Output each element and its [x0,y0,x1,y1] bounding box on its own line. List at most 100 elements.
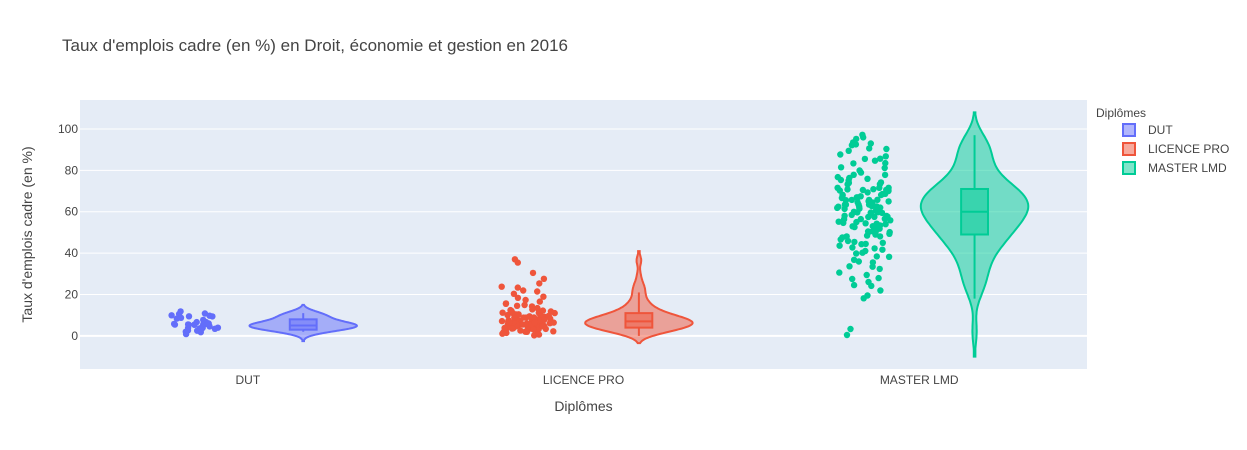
y-tick-label-40: 40 [65,246,79,260]
legend-title: Diplômes [1096,106,1146,120]
point-1-86 [526,313,533,320]
point-2-4 [877,287,884,294]
point-1-73 [520,314,527,321]
legend-label-1: LICENCE PRO [1148,142,1229,156]
x-tick-labels: DUT LICENCE PRO MASTER LMD [235,373,958,387]
plot-area [80,100,1087,369]
point-0-31 [198,325,205,332]
point-2-1 [847,325,854,333]
point-2-123 [882,153,889,160]
point-1-95 [506,319,513,326]
y-tick-label-0: 0 [71,329,78,343]
point-2-144 [844,186,851,193]
point-2-69 [853,135,860,143]
point-1-92 [535,331,543,338]
point-2-110 [853,194,860,201]
point-2-80 [885,198,892,205]
point-2-111 [864,189,871,196]
y-tick-label-80: 80 [65,163,79,177]
box-0 [288,318,318,331]
point-0-33 [184,327,192,334]
point-1-89 [541,316,548,324]
point-2-108 [834,204,841,212]
point-2-57 [846,174,853,182]
point-2-143 [842,197,850,204]
point-2-0 [843,331,851,339]
violins [248,111,1030,358]
point-2-88 [848,211,855,219]
point-2-101 [865,196,873,204]
legend: Diplômes DUT LICENCE PRO MASTER LMD [1096,106,1229,175]
point-2-105 [858,241,865,248]
y-axis-label: Taux d'emplois cadre (en %) [19,146,35,322]
point-2-61 [837,164,845,171]
point-1-80 [530,326,537,333]
point-1-75 [513,302,521,309]
point-1-98 [501,324,508,332]
point-1-20 [520,287,527,294]
legend-swatch-2 [1122,161,1136,175]
point-1-16 [502,300,510,307]
box-1 [624,312,654,329]
point-2-117 [851,223,858,231]
point-1-94 [539,323,546,330]
point-2-10 [876,265,883,273]
point-1-19 [510,290,518,297]
point-2-50 [859,186,867,194]
legend-swatch-0 [1122,123,1136,137]
legend-swatch-1 [1122,142,1136,156]
point-2-6 [850,281,858,289]
point-2-146 [871,157,879,164]
point-1-82 [547,315,554,322]
point-2-129 [843,233,850,240]
x-tick-label-2: MASTER LMD [880,373,959,387]
point-2-17 [871,245,878,252]
point-2-53 [834,184,841,191]
point-1-23 [540,275,548,282]
point-2-26 [886,228,893,236]
point-2-14 [885,253,893,260]
point-1-74 [507,306,514,314]
point-2-20 [879,239,886,246]
point-1-91 [539,307,547,314]
point-2-59 [850,171,857,178]
point-2-112 [862,220,869,227]
legend-label-0: DUT [1148,123,1173,137]
point-2-3 [864,292,871,299]
point-2-103 [885,187,892,195]
point-2-9 [836,269,843,276]
point-2-19 [836,242,843,249]
point-0-16 [170,320,178,328]
point-2-139 [869,263,876,270]
x-tick-label-1: LICENCE PRO [543,373,624,387]
point-2-141 [881,215,888,222]
data-points [168,131,894,339]
point-2-128 [879,246,886,253]
point-2-124 [866,145,873,152]
point-1-22 [536,280,543,287]
point-2-130 [876,222,884,229]
point-2-115 [853,250,860,257]
point-1-83 [499,309,506,316]
point-2-16 [862,247,869,255]
chart-title: Taux d'emplois cadre (en %) en Droit, éc… [62,36,568,55]
point-2-125 [867,140,874,147]
point-2-8 [875,274,882,282]
y-gridlines [80,128,1087,337]
point-2-21 [851,238,858,246]
point-2-126 [863,271,870,279]
point-2-30 [882,221,889,228]
point-2-7 [865,278,872,286]
point-2-96 [872,231,879,238]
point-0-26 [200,316,207,324]
point-1-51 [517,327,524,334]
x-tick-label-0: DUT [235,373,260,387]
point-2-134 [876,184,883,191]
point-2-142 [874,204,882,212]
point-2-135 [864,175,871,182]
point-0-32 [177,314,185,321]
point-0-10 [168,312,175,319]
point-2-52 [870,186,877,193]
point-1-0 [531,332,538,339]
legend-label-2: MASTER LMD [1148,161,1227,175]
